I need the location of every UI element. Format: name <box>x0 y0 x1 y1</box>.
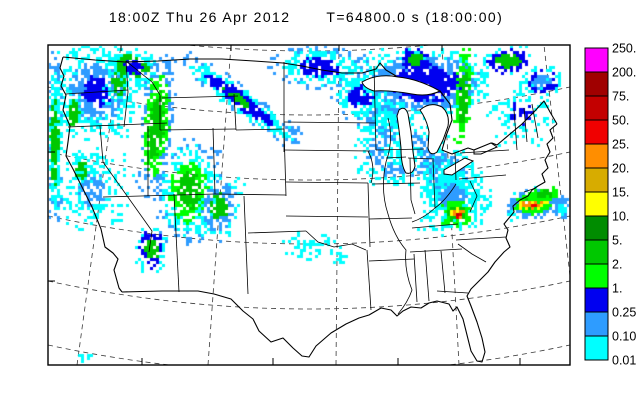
legend-value-label: 250. <box>612 42 636 56</box>
legend-swatch <box>584 287 609 313</box>
legend-value-label: 0.25 <box>612 306 636 320</box>
legend-swatch <box>584 95 609 121</box>
state-border <box>283 121 377 124</box>
state-border <box>436 290 469 294</box>
state-border <box>125 60 161 96</box>
state-border <box>424 249 430 302</box>
legend-swatch <box>584 47 609 73</box>
legend-swatch <box>584 263 609 289</box>
state-border <box>125 60 129 93</box>
state-border <box>440 250 446 294</box>
state-border <box>458 174 507 180</box>
state-border <box>523 107 528 143</box>
state-border <box>411 223 459 229</box>
state-border <box>235 128 285 131</box>
state-border <box>366 249 372 311</box>
legend-swatch <box>584 143 609 169</box>
legend-swatch <box>584 191 609 217</box>
coastline <box>121 123 558 363</box>
state-border <box>283 149 371 152</box>
state-border <box>523 187 537 193</box>
legend-swatch <box>584 167 609 193</box>
state-border <box>375 148 425 151</box>
legend-swatch <box>584 119 609 145</box>
state-border <box>367 150 374 184</box>
state-border <box>513 109 518 151</box>
legend-value-label: 15. <box>612 186 629 200</box>
state-border <box>99 125 153 253</box>
great-lake <box>443 157 475 176</box>
legend-value-label: 75. <box>612 90 629 104</box>
state-border <box>385 156 407 159</box>
legend-value-label: 0.10 <box>612 330 636 344</box>
great-lake <box>361 75 442 96</box>
state-border <box>455 236 507 241</box>
state-border <box>459 149 510 154</box>
state-border <box>411 183 457 223</box>
state-border <box>247 230 307 234</box>
state-border <box>413 253 418 303</box>
great-lake <box>473 142 499 155</box>
state-border <box>469 180 478 213</box>
state-border <box>67 122 168 128</box>
legend-value-label: 200. <box>612 66 636 80</box>
legend-swatch <box>584 215 609 241</box>
state-border <box>233 93 237 131</box>
state-border <box>409 248 463 253</box>
legend-value-label: 50. <box>612 114 629 128</box>
legend-value-label: 10. <box>612 210 629 224</box>
colorbar-legend: 250. 200. 75. 50. 25. 20. 15. 10. 5. 2. 1. 0.25 0.10… <box>584 42 636 368</box>
legend-swatch <box>584 335 609 361</box>
state-border <box>243 195 249 295</box>
state-border <box>305 230 367 251</box>
state-border <box>409 157 416 215</box>
state-border <box>432 159 436 209</box>
state-border <box>283 128 287 197</box>
legend-value-label: 1. <box>612 282 622 296</box>
state-border <box>457 243 487 263</box>
map-frame <box>47 44 571 366</box>
state-borders <box>59 56 558 363</box>
state-border <box>368 216 371 248</box>
state-border <box>368 217 413 220</box>
state-border <box>454 152 457 181</box>
legend-swatch <box>584 239 609 265</box>
legend-value-label: 25. <box>612 138 629 152</box>
state-border <box>367 182 370 218</box>
legend-swatch <box>584 311 609 337</box>
state-border <box>407 157 435 160</box>
state-border <box>173 193 180 293</box>
state-border <box>214 193 287 196</box>
state-border <box>373 65 377 151</box>
coastline <box>439 90 558 155</box>
state-border <box>285 181 369 184</box>
state-border <box>371 182 421 185</box>
legend-value-label: 2. <box>612 258 622 272</box>
state-border <box>65 89 129 95</box>
state-border <box>102 193 216 198</box>
great-lake <box>419 104 449 155</box>
axis-ticks <box>48 45 521 365</box>
state-border <box>531 103 539 139</box>
state-border <box>161 95 239 99</box>
legend-value-label: 5. <box>612 234 622 248</box>
state-border <box>159 128 237 131</box>
great-lake <box>396 107 416 174</box>
state-border <box>285 215 369 218</box>
coastline <box>62 56 397 83</box>
state-border <box>368 258 415 262</box>
state-border <box>123 91 129 128</box>
legend-swatch <box>584 71 609 97</box>
state-border <box>212 127 216 195</box>
coastline <box>59 56 123 293</box>
legend-value-label: 20. <box>612 162 629 176</box>
legend-value-label: 0.01 <box>612 354 636 368</box>
